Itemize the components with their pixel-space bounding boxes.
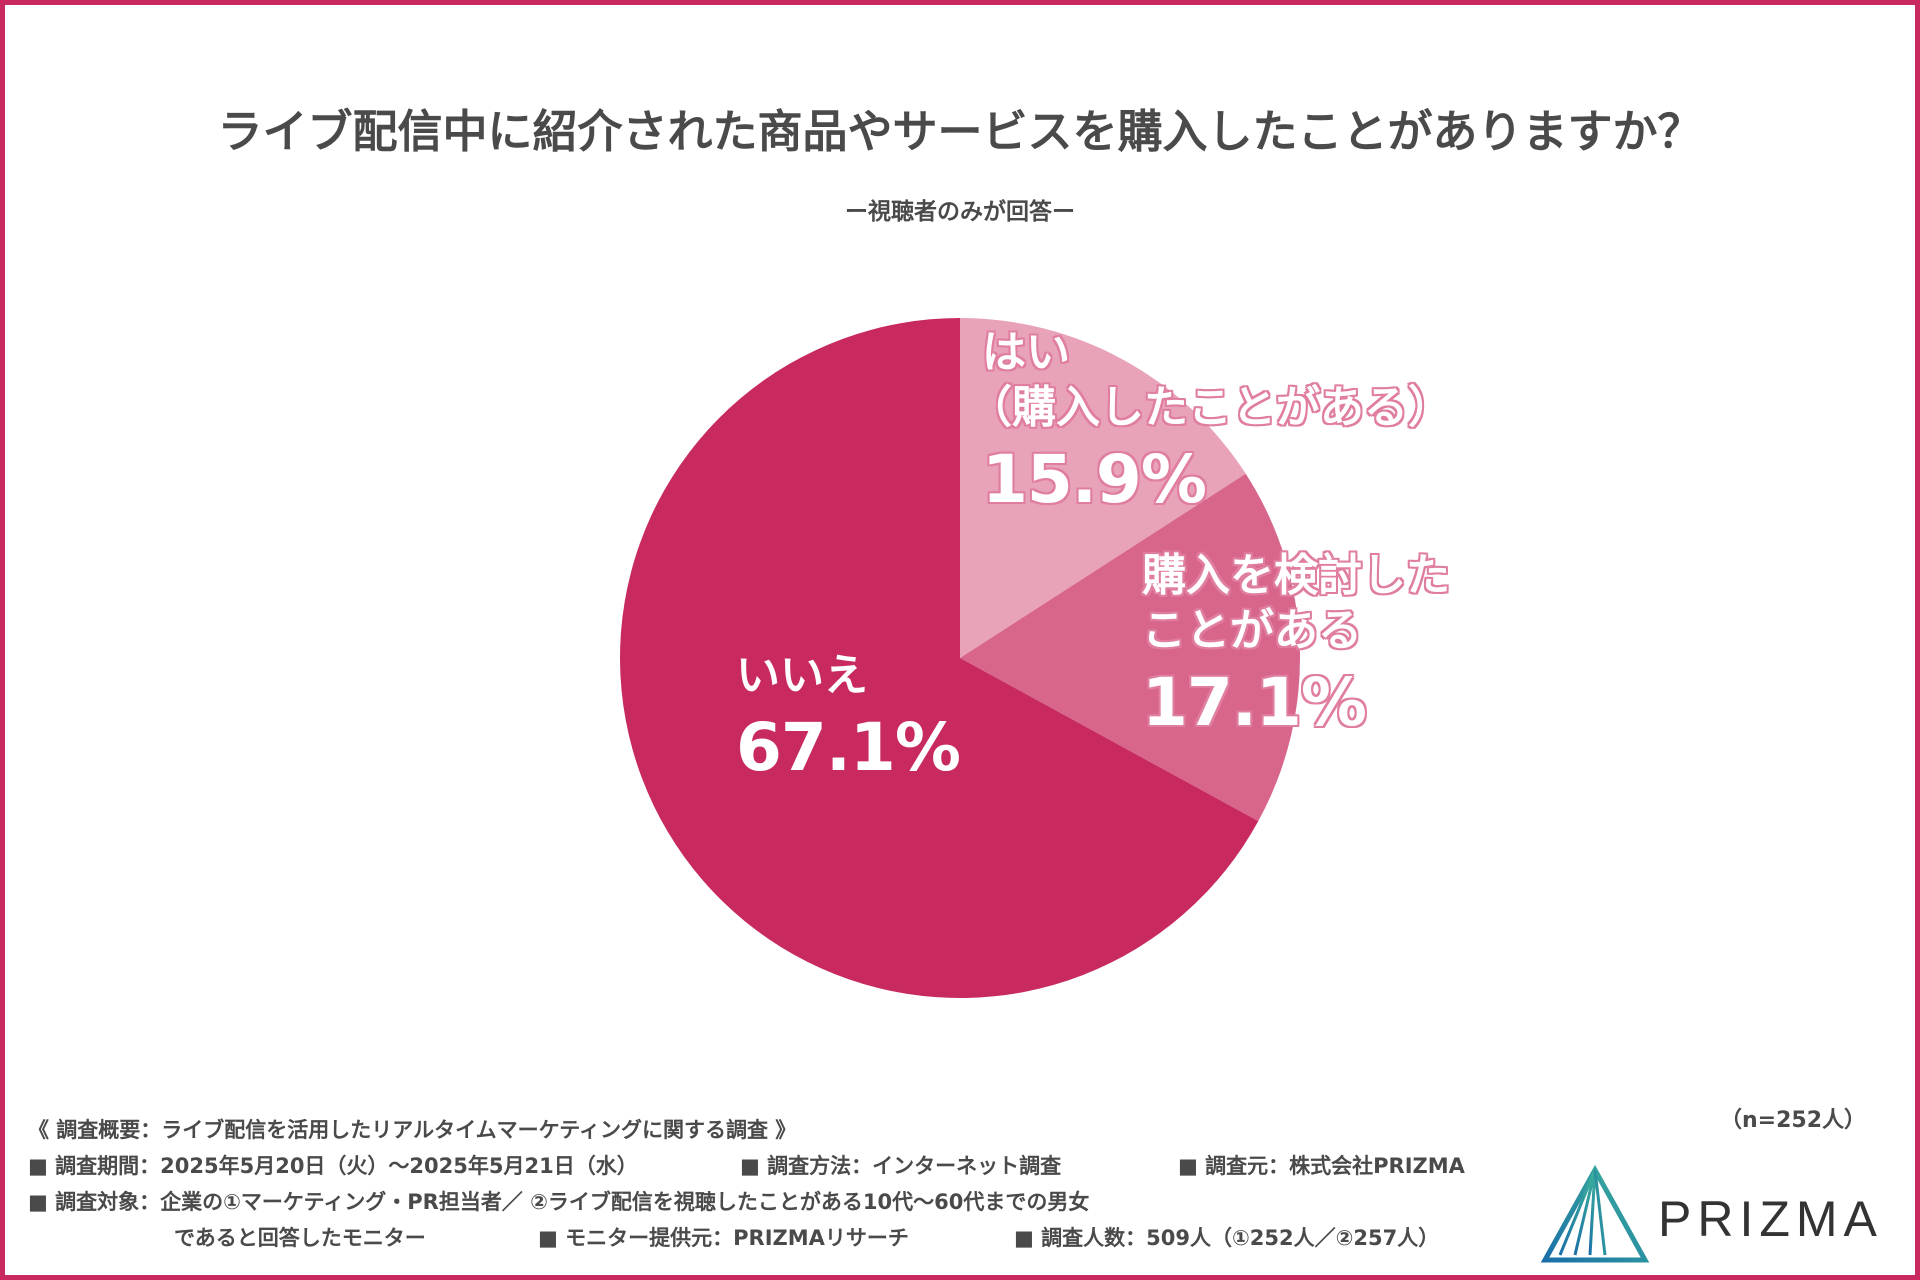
- notes-target-cont: であると回答したモニター: [174, 1226, 426, 1250]
- slice-percent-yes: 15.9%: [982, 441, 1207, 518]
- slice-label-yes: はい （購入したことがある） 15.9%: [968, 325, 1452, 522]
- notes-target: ■ 調査対象：企業の①マーケティング・PR担当者／ ②ライブ配信を視聴したことが…: [28, 1190, 1090, 1214]
- slice-label-consider-line2: ことがある: [1142, 605, 1362, 656]
- notes-count: ■ 調査人数：509人（①252人／②257人）: [1014, 1226, 1440, 1250]
- pie-slice-no: [620, 318, 1259, 999]
- slice-label-yes-line2: （購入したことがある）: [968, 382, 1452, 433]
- notes-source: ■ 調査元：株式会社PRIZMA: [1178, 1154, 1465, 1178]
- pie-slice-yes: [960, 318, 1246, 658]
- prizma-logo-text: PRIZMA: [1658, 1191, 1883, 1247]
- slice-label-no: いいえ 67.1%: [736, 648, 961, 790]
- slice-label-yes-line1: はい: [982, 327, 1070, 378]
- prizma-triangle-logo-icon: [1540, 1165, 1650, 1263]
- notes-overview: 《 調査概要：ライブ配信を活用したリアルタイムマーケティングに関する調査 》: [28, 1118, 797, 1142]
- slice-label-no-line1: いいえ: [736, 650, 868, 701]
- notes-method: ■ 調査方法：インターネット調査: [740, 1154, 1062, 1178]
- notes-period: ■ 調査期間：2025年5月20日（火）〜2025年5月21日（水）: [28, 1154, 638, 1178]
- pie-slice-consider: [960, 473, 1301, 822]
- chart-subtitle: ー視聴者のみが回答ー: [845, 199, 1075, 225]
- sample-size: （n=252人）: [1720, 1108, 1867, 1133]
- slice-percent-no: 67.1%: [736, 709, 961, 786]
- slice-label-consider: 購入を検討した ことがある 17.1%: [1142, 548, 1450, 745]
- notes-provider: ■ モニター提供元：PRIZMAリサーチ: [538, 1226, 909, 1250]
- survey-notes: 《 調査概要：ライブ配信を活用したリアルタイムマーケティングに関する調査 》 ■…: [28, 1112, 1528, 1256]
- chart-title: ライブ配信中に紹介された商品やサービスを購入したことがありますか？: [217, 105, 1703, 158]
- slice-percent-consider: 17.1%: [1142, 664, 1367, 741]
- slice-label-consider-line1: 購入を検討した: [1142, 550, 1450, 601]
